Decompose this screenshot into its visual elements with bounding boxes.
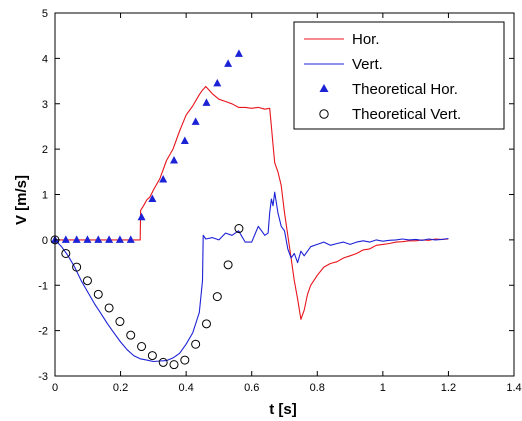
marker-theoretical-hor (105, 235, 114, 243)
y-axis-ticks: -3 -2 -1 0 1 2 3 4 5 (38, 8, 514, 383)
marker-theoretical-hor (170, 155, 179, 164)
x-tick-label: 1.4 (506, 382, 521, 394)
y-tick-label: -3 (38, 371, 48, 383)
legend-label-theoretical-vert: Theoretical Vert. (352, 106, 461, 123)
y-tick-label: 2 (42, 144, 48, 156)
y-tick-label: 4 (42, 53, 48, 65)
x-tick-label: 0.4 (178, 382, 193, 394)
marker-theoretical-vert (223, 260, 233, 270)
marker-theoretical-vert (212, 292, 222, 302)
marker-theoretical-hor (234, 49, 243, 57)
marker-theoretical-vert (180, 355, 190, 365)
marker-theoretical-vert (169, 360, 179, 370)
y-axis-label: V [m/s] (13, 175, 30, 225)
y-tick-label: 0 (42, 235, 48, 247)
marker-theoretical-vert (147, 351, 157, 361)
legend-label-theoretical-hor: Theoretical Hor. (352, 81, 458, 98)
series-line-hor (55, 85, 449, 320)
marker-theoretical-vert (104, 303, 114, 313)
marker-theoretical-hor (180, 136, 189, 144)
x-tick-label: 0 (52, 382, 58, 394)
marker-theoretical-hor (213, 78, 222, 87)
marker-theoretical-hor (83, 235, 92, 243)
marker-theoretical-hor (61, 235, 70, 243)
y-tick-label: -2 (38, 326, 48, 338)
marker-theoretical-hor (94, 235, 103, 243)
legend-swatch-theoretical-hor (319, 84, 329, 92)
x-axis-label: t [s] (269, 401, 297, 418)
legend-label-vert: Vert. (352, 56, 383, 73)
marker-theoretical-vert (115, 317, 125, 327)
x-tick-label: 0.8 (310, 382, 325, 394)
y-tick-label: 3 (42, 99, 48, 111)
marker-theoretical-hor (191, 117, 200, 125)
marker-theoretical-vert (82, 276, 92, 286)
x-tick-label: 1.2 (441, 382, 456, 394)
marker-theoretical-vert (126, 330, 136, 340)
y-tick-label: 1 (42, 190, 48, 202)
marker-theoretical-hor (202, 98, 211, 106)
x-tick-label: 0.6 (244, 382, 259, 394)
marker-theoretical-hor (126, 235, 135, 243)
legend: Hor. Vert. Theoretical Hor. Theoretical … (293, 21, 505, 130)
marker-theoretical-vert (234, 224, 244, 234)
marker-theoretical-hor (224, 59, 233, 67)
marker-theoretical-vert (93, 289, 103, 299)
x-tick-label: 1 (380, 382, 386, 394)
marker-theoretical-vert (72, 262, 82, 272)
x-axis-ticks: 0 0.2 0.4 0.6 0.8 1 1.2 1.4 (52, 13, 522, 394)
legend-swatch-theoretical-vert (319, 109, 329, 119)
y-tick-label: 5 (42, 8, 48, 20)
marker-theoretical-vert (158, 357, 168, 367)
marker-theoretical-vert (201, 319, 211, 329)
marker-theoretical-hor (148, 194, 157, 203)
marker-theoretical-hor (137, 212, 146, 221)
marker-theoretical-vert (61, 248, 71, 258)
legend-label-hor: Hor. (352, 31, 380, 48)
y-tick-label: -1 (38, 280, 48, 292)
legend-box (293, 21, 505, 130)
marker-theoretical-hor (115, 235, 124, 243)
series-line-vert (54, 191, 449, 363)
marker-theoretical-hor (72, 235, 81, 243)
marker-theoretical-hor (159, 175, 168, 183)
x-tick-label: 0.2 (113, 382, 128, 394)
marker-theoretical-vert (137, 342, 147, 352)
marker-theoretical-vert (191, 339, 201, 349)
